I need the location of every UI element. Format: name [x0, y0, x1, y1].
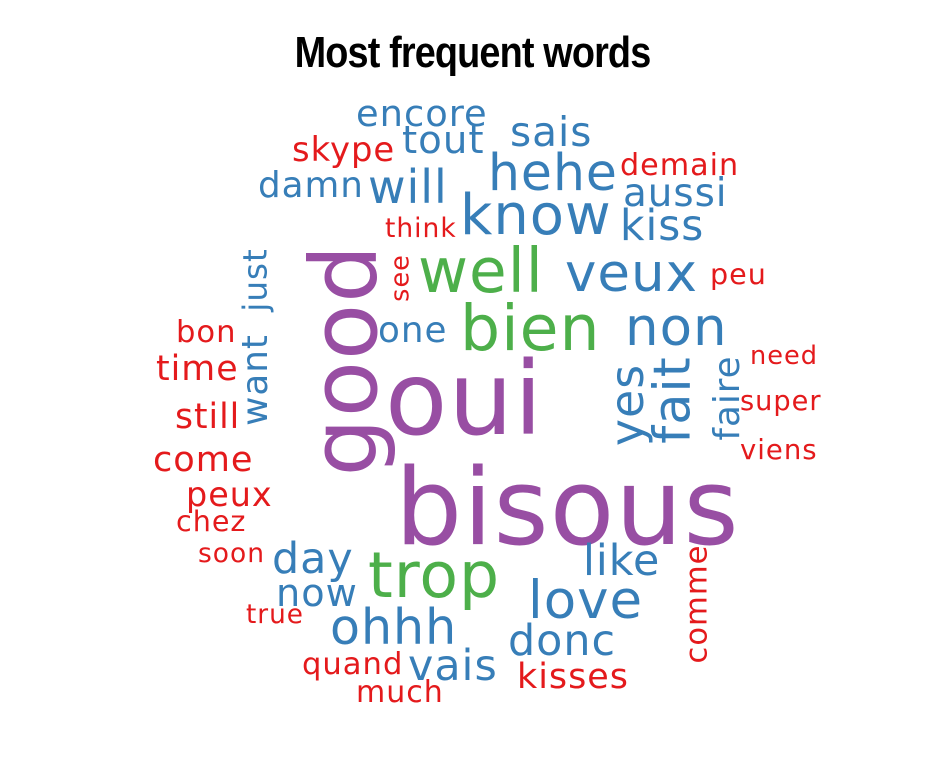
word-super: super — [740, 386, 822, 418]
word-think: think — [385, 212, 457, 244]
word-quand: quand — [302, 646, 404, 682]
word-soon: soon — [198, 537, 266, 569]
word-want: want — [234, 334, 276, 426]
word-still: still — [175, 397, 241, 438]
word-yes: yes — [599, 363, 654, 447]
word-comme: comme — [679, 544, 715, 664]
word-tout: tout — [402, 117, 485, 163]
word-much: much — [356, 674, 444, 710]
word-ohhh: ohhh — [330, 598, 458, 656]
word-need: need — [750, 341, 818, 372]
word-hehe: hehe — [488, 142, 618, 202]
word-just: just — [236, 248, 275, 312]
word-true: true — [246, 599, 304, 630]
word-well: well — [418, 236, 544, 308]
word-one: one — [378, 309, 448, 351]
word-will: will — [368, 159, 448, 214]
word-now: now — [276, 571, 358, 616]
word-chez: chez — [176, 503, 247, 538]
word-peu: peu — [710, 256, 767, 291]
word-love: love — [528, 570, 644, 632]
word-bien: bien — [460, 291, 601, 366]
word-skype: skype — [292, 129, 396, 169]
word-come: come — [153, 438, 254, 480]
word-veux: veux — [565, 243, 698, 305]
word-know: know — [460, 182, 612, 248]
word-aussi: aussi — [623, 170, 728, 216]
word-oui: oui — [385, 340, 544, 459]
word-fait: fait — [643, 356, 703, 444]
word-day: day — [272, 533, 354, 584]
word-bon: bon — [176, 314, 237, 350]
word-non: non — [625, 297, 728, 359]
word-vais: vais — [408, 640, 498, 691]
word-bisous: bisous — [395, 445, 740, 569]
word-like: like — [583, 535, 661, 586]
chart-title: Most frequent words — [294, 28, 652, 77]
word-peux: peux — [186, 474, 273, 514]
word-sais: sais — [510, 107, 593, 156]
word-time: time — [156, 349, 239, 390]
word-damn: damn — [258, 164, 364, 206]
word-good: good — [291, 243, 399, 477]
word-demain: demain — [620, 147, 740, 183]
word-kisses: kisses — [517, 656, 629, 697]
word-kiss: kiss — [620, 200, 705, 250]
word-donc: donc — [508, 615, 617, 666]
word-encore: encore — [356, 91, 488, 135]
word-trop: trop — [368, 538, 501, 613]
word-see: see — [384, 254, 415, 302]
word-viens: viens — [740, 434, 818, 467]
